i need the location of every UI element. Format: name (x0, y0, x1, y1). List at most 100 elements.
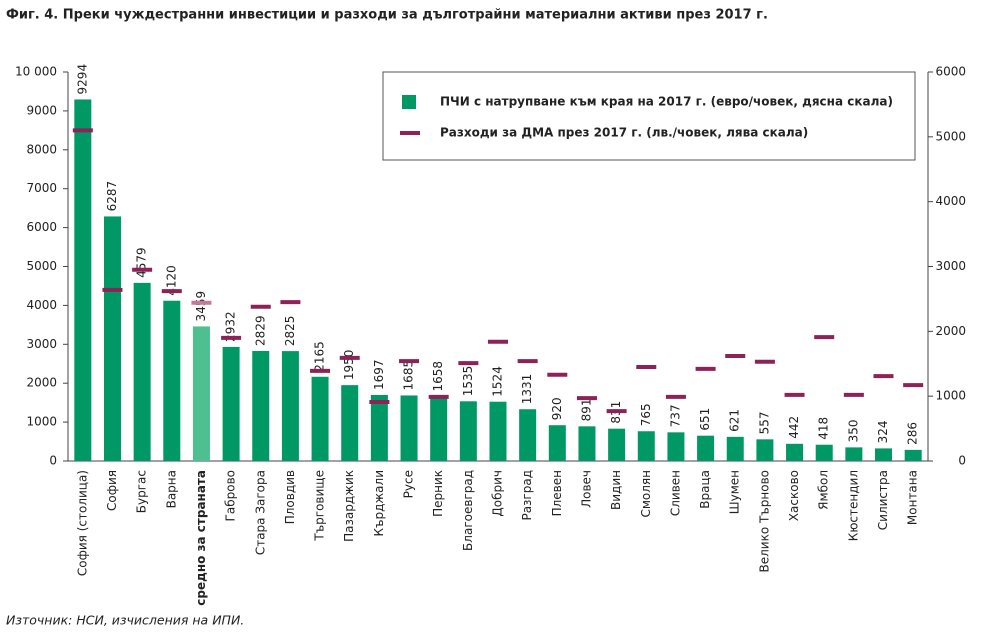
y2-tick-label: 3000 (935, 259, 966, 273)
y-tick-label: 7000 (26, 181, 57, 195)
value-label: 350 (846, 419, 860, 442)
value-label: 2825 (283, 316, 297, 347)
value-label: 1524 (491, 366, 505, 397)
x-tick-label: Русе (402, 470, 416, 498)
value-label: 1658 (431, 361, 445, 392)
value-label: 1697 (372, 359, 386, 390)
value-label: 4579 (135, 247, 149, 278)
bar (459, 401, 477, 461)
chart-title: Фиг. 4. Преки чуждестранни инвестиции и … (6, 8, 768, 23)
value-label: 3459 (194, 291, 208, 322)
x-tick-label: Смолян (639, 470, 653, 518)
bar (489, 401, 507, 461)
y2-tick-label: 5000 (935, 129, 966, 143)
x-tick-label: Шумен (728, 470, 742, 514)
source-note: Източник: НСИ, изчисления на ИПИ. (6, 613, 244, 628)
x-tick-label: Монтана (906, 470, 920, 525)
y-tick-label: 5000 (26, 259, 57, 273)
bar (192, 326, 210, 461)
bar (341, 385, 359, 461)
bar (222, 346, 240, 461)
value-label: 442 (787, 416, 801, 439)
x-tick-label: Ловеч (579, 470, 593, 508)
x-tick-label: Хасково (787, 470, 801, 521)
x-tick-label: Велико Търново (757, 470, 771, 573)
bar (815, 444, 833, 461)
legend-box (382, 71, 916, 161)
x-tick-label: Разград (520, 470, 534, 521)
bar (637, 431, 655, 461)
y-tick-label: 3000 (26, 337, 57, 351)
y-tick-label: 4000 (26, 298, 57, 312)
bar (904, 449, 922, 461)
y2-tick-label: 4000 (935, 194, 966, 208)
bar (608, 428, 626, 461)
value-label: 1331 (520, 374, 534, 405)
legend-swatch (402, 95, 416, 109)
bar (667, 432, 685, 461)
bar (370, 394, 388, 461)
y-tick-label: 0 (49, 454, 57, 468)
x-tick-label: Силистра (876, 470, 890, 530)
value-label: 1535 (461, 366, 475, 397)
x-tick-label: Стара Загора (253, 470, 267, 555)
legend-label: Разходи за ДМА през 2017 г. (лв./човек, … (440, 126, 808, 140)
y-tick-label: 1000 (26, 415, 57, 429)
bar (548, 425, 566, 461)
bar (578, 426, 596, 461)
x-tick-label: средно за страната (194, 470, 208, 606)
value-label: 418 (817, 417, 831, 440)
bar (74, 99, 92, 461)
y2-tick-label: 1000 (935, 389, 966, 403)
value-label: 4120 (164, 265, 178, 296)
bar (133, 282, 151, 461)
value-label: 2829 (253, 315, 267, 346)
x-tick-label: Сливен (668, 470, 682, 516)
legend-label: ПЧИ с натрупване към края на 2017 г. (ев… (440, 95, 893, 109)
x-tick-label: София (105, 470, 119, 511)
x-tick-label: Кърджали (372, 470, 386, 537)
y-tick-label: 8000 (26, 142, 57, 156)
bar (252, 350, 270, 461)
y-tick-label: 9000 (26, 103, 57, 117)
value-label: 621 (728, 409, 742, 432)
value-label: 1950 (342, 350, 356, 381)
y-tick-label: 2000 (26, 376, 57, 390)
x-tick-label: Варна (164, 470, 178, 508)
x-tick-label: Враца (698, 470, 712, 509)
x-tick-label: Перник (431, 470, 445, 517)
value-label: 920 (550, 397, 564, 420)
bar (697, 435, 715, 461)
x-tick-label: Кюстендил (846, 470, 860, 541)
y-tick-label: 6000 (26, 220, 57, 234)
value-label: 1685 (402, 360, 416, 391)
bar (756, 439, 774, 461)
value-label: 6287 (105, 181, 119, 212)
value-label: 891 (579, 398, 593, 421)
bar (103, 216, 121, 461)
y2-tick-label: 2000 (935, 324, 966, 338)
x-tick-label: София (столица) (75, 470, 89, 576)
x-tick-label: Ямбол (817, 470, 831, 510)
bar (726, 436, 744, 461)
bar (400, 395, 418, 461)
y2-tick-label: 0 (958, 454, 966, 468)
bar (519, 409, 537, 461)
x-tick-label: Благоевград (461, 470, 475, 551)
value-label: 324 (876, 420, 890, 443)
value-label: 765 (639, 403, 653, 426)
x-tick-label: Видин (609, 470, 623, 510)
value-label: 2165 (313, 341, 327, 372)
y-tick-label: 10 000 (15, 65, 57, 79)
bar (875, 448, 893, 461)
x-tick-label: Габрово (224, 470, 238, 521)
bar (430, 396, 448, 461)
value-label: 9294 (75, 64, 89, 95)
value-label: 2932 (224, 311, 238, 342)
x-tick-label: Пазарджик (342, 470, 356, 542)
bar (311, 376, 329, 461)
x-tick-label: Търговище (313, 470, 327, 542)
bar (786, 443, 804, 461)
y2-tick-label: 6000 (935, 65, 966, 79)
